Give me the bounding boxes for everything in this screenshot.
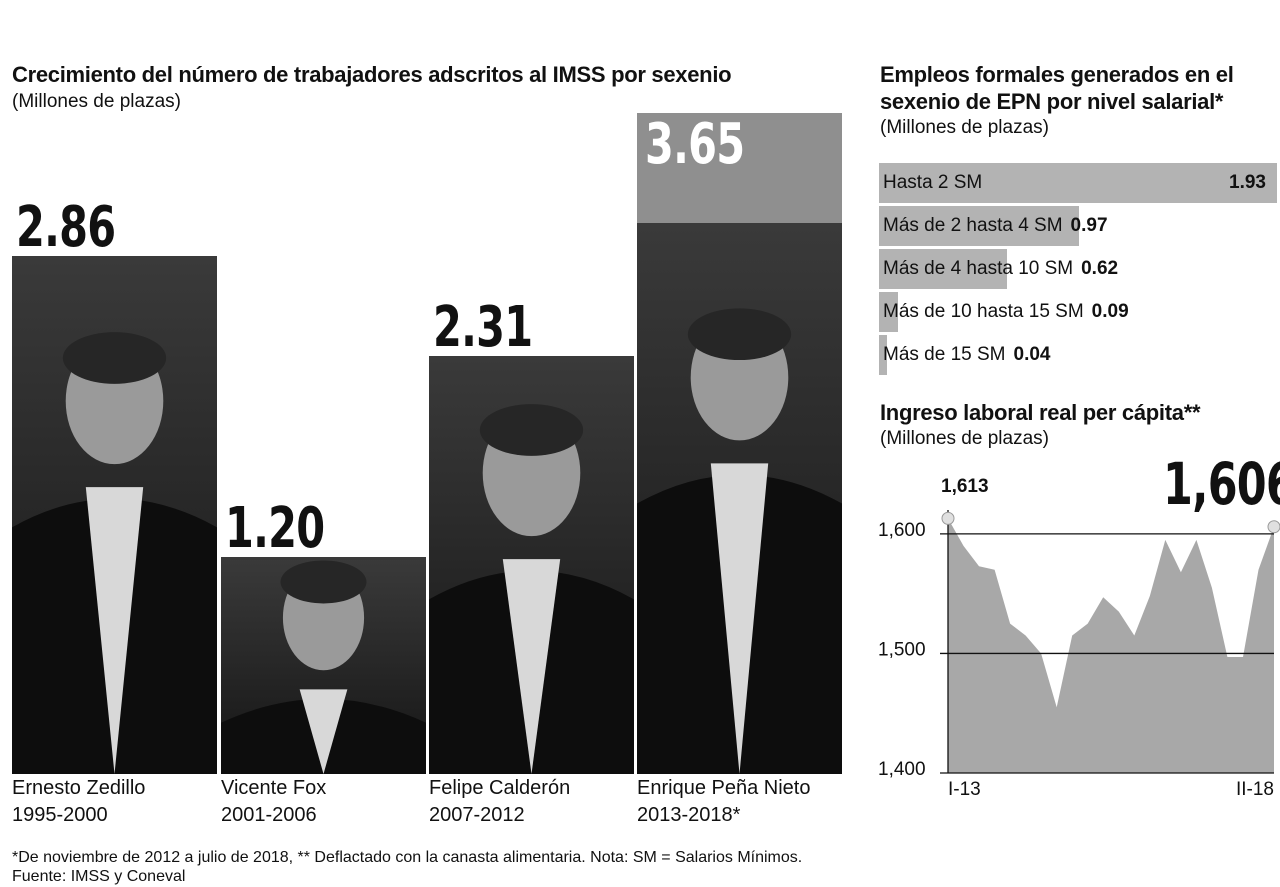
- salary-bar-chart: Hasta 2 SM 1.93 Más de 2 hasta 4 SM 0.97 Más…: [0, 0, 1277, 375]
- source-note: Fuente: IMSS y Coneval: [12, 868, 186, 885]
- y-tick-label-2: 1,600: [878, 520, 926, 541]
- bar-category-period-1: 2001-2006: [221, 804, 317, 826]
- salary-chart-title-line2: sexenio de EPN por nivel salarial*: [880, 89, 1224, 114]
- income-chart-title: Ingreso laboral real per cápita**: [880, 400, 1201, 425]
- salary-bar-value-1: 0.97: [1070, 215, 1108, 236]
- salary-bar-value-3: 0.09: [1091, 301, 1129, 322]
- salary-bar-0: [879, 163, 1277, 203]
- salary-bar-category-2: Más de 4 hasta 10 SM: [883, 258, 1074, 279]
- salary-bar-category-4: Más de 15 SM: [883, 344, 1006, 365]
- salary-bar-row-3: Más de 10 hasta 15 SM 0.09: [879, 292, 1277, 332]
- bar-category-name-3: Enrique Peña Nieto: [637, 777, 811, 799]
- bar-category-name-0: Ernesto Zedillo: [12, 777, 146, 799]
- footnote-line1: *De noviembre de 2012 a julio de 2018, *…: [12, 849, 803, 866]
- salary-bar-row-1: Más de 2 hasta 4 SM 0.97: [879, 206, 1277, 246]
- endpoint-marker-0: [941, 511, 955, 525]
- left-chart-title: Crecimiento del número de trabajadores a…: [12, 62, 732, 87]
- income-chart-subtitle: (Millones de plazas): [880, 428, 1049, 449]
- salary-bar-value-0: 1.93: [1229, 172, 1266, 193]
- bar-value-label-2: 2.31: [433, 295, 533, 360]
- salary-bar-row-0: Hasta 2 SM 1.93: [879, 163, 1277, 203]
- bar-value-label-1: 1.20: [225, 496, 325, 561]
- salary-bar-value-4: 0.04: [1013, 344, 1051, 365]
- imss-bar-chart: 2.86 Ernesto Zedillo 1995-2000 1.20 Vicente …: [12, 112, 842, 826]
- income-start-label: 1,613: [941, 476, 989, 497]
- salary-bar-1: [879, 206, 1079, 246]
- salary-bar-value-2: 0.62: [1081, 258, 1119, 279]
- salary-chart-title-line1: Empleos formales generados en el: [880, 62, 1234, 87]
- salary-bar-4: [879, 335, 887, 375]
- income-area-chart: 1,400 1,500 1,600 I-13 II-18: [878, 510, 1280, 800]
- income-area: [948, 518, 1274, 773]
- salary-chart-subtitle: (Millones de plazas): [880, 117, 1049, 138]
- bar-photo-1: [221, 557, 426, 774]
- endpoint-marker-1: [1267, 520, 1280, 534]
- bar-category-name-1: Vicente Fox: [221, 777, 327, 799]
- salary-bar-category-3: Más de 10 hasta 15 SM: [883, 301, 1084, 322]
- bar-category-period-2: 2007-2012: [429, 804, 525, 826]
- x-tick-label-end: II-18: [1236, 779, 1274, 800]
- salary-bar-row-2: Más de 4 hasta 10 SM 0.62: [879, 249, 1277, 289]
- bar-photo-2: [429, 356, 634, 774]
- income-end-label: 1,606: [1163, 450, 1280, 518]
- bar-photo-3: [637, 113, 842, 774]
- bar-value-label-0: 2.86: [16, 195, 116, 260]
- bar-category-period-3: 2013-2018*: [637, 804, 741, 826]
- bar-photo-0: [12, 256, 217, 774]
- x-tick-label-start: I-13: [948, 779, 981, 800]
- salary-bar-category-0: Hasta 2 SM: [883, 172, 983, 193]
- y-tick-label-0: 1,400: [878, 759, 926, 780]
- left-chart-subtitle: (Millones de plazas): [12, 91, 181, 112]
- y-tick-label-1: 1,500: [878, 639, 926, 660]
- salary-bar-category-1: Más de 2 hasta 4 SM: [883, 215, 1063, 236]
- salary-bar-2: [879, 249, 1007, 289]
- bar-category-period-0: 1995-2000: [12, 804, 108, 826]
- bar-value-label-3: 3.65: [645, 112, 745, 177]
- salary-bar-row-4: Más de 15 SM 0.04: [879, 335, 1277, 375]
- salary-bar-3: [879, 292, 898, 332]
- bar-category-name-2: Felipe Calderón: [429, 777, 571, 799]
